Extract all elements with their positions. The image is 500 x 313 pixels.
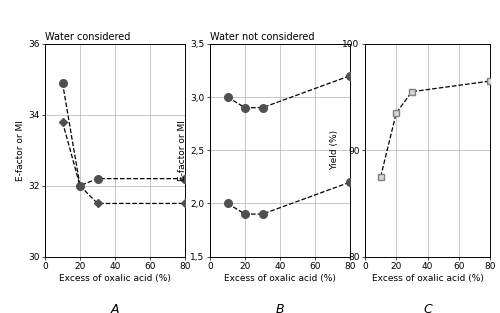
- Text: A: A: [111, 304, 120, 313]
- Y-axis label: Yield (%): Yield (%): [330, 130, 340, 170]
- Y-axis label: E-factor or MI: E-factor or MI: [16, 120, 25, 181]
- Text: B: B: [276, 304, 284, 313]
- Text: C: C: [423, 304, 432, 313]
- X-axis label: Excess of oxalic acid (%): Excess of oxalic acid (%): [224, 274, 336, 283]
- X-axis label: Excess of oxalic acid (%): Excess of oxalic acid (%): [59, 274, 171, 283]
- X-axis label: Excess of oxalic acid (%): Excess of oxalic acid (%): [372, 274, 484, 283]
- Text: Water considered: Water considered: [45, 32, 130, 42]
- Y-axis label: E-factor or MI: E-factor or MI: [178, 120, 188, 181]
- Text: Water not considered: Water not considered: [210, 32, 314, 42]
